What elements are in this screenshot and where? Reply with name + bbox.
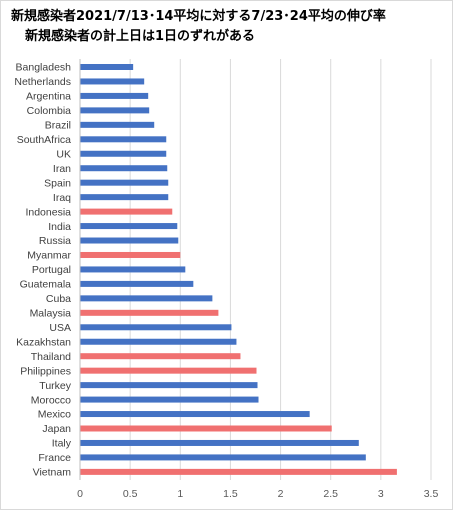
y-category-label: Japan	[42, 423, 71, 435]
y-category-label: Mexico	[38, 409, 71, 421]
x-tick-label: 2.5	[323, 488, 338, 500]
bar-turkey	[80, 382, 258, 389]
chart-subtitle: 新規感染者の計上日は1日のずれがある	[25, 29, 256, 44]
x-tick-label: 0.5	[123, 488, 138, 500]
bar-usa	[80, 324, 232, 331]
x-tick-label: 3	[378, 488, 384, 500]
bar-france	[80, 454, 366, 461]
y-category-label: Guatemala	[20, 279, 72, 291]
y-category-label: Thailand	[31, 351, 71, 363]
bar-morocco	[80, 396, 259, 403]
y-category-label: Netherlands	[14, 76, 71, 88]
bar-philippines	[80, 367, 257, 374]
bar-italy	[80, 439, 359, 446]
y-category-label: Brazil	[45, 120, 71, 132]
y-category-label: Morocco	[31, 394, 71, 406]
bar-brazil	[80, 121, 155, 128]
y-category-label: India	[48, 221, 71, 233]
y-category-label: UK	[56, 148, 71, 160]
bar-kazakhstan	[80, 338, 237, 345]
y-category-label: USA	[49, 322, 71, 334]
y-category-label: Philippines	[20, 365, 71, 377]
y-category-label: Indonesia	[25, 206, 71, 218]
y-category-label: Myanmar	[27, 250, 71, 262]
bar-colombia	[80, 107, 150, 114]
bar-portugal	[80, 266, 186, 273]
chart-title: 新規感染者2021/7/13･14平均に対する7/23･24平均の伸び率	[11, 9, 386, 24]
bar-malaysia	[80, 309, 219, 316]
y-category-label: Malaysia	[30, 308, 72, 320]
bar-cuba	[80, 295, 213, 302]
y-category-label: Bangladesh	[16, 62, 72, 74]
x-tick-label: 3.5	[424, 488, 439, 500]
bar-iraq	[80, 194, 169, 201]
x-tick-label: 0	[77, 488, 83, 500]
bar-indonesia	[80, 208, 173, 215]
y-category-label: Iraq	[53, 192, 71, 204]
bar-guatemala	[80, 280, 194, 287]
bar-india	[80, 223, 178, 230]
y-category-label: Italy	[52, 438, 72, 450]
bar-iran	[80, 165, 168, 172]
y-category-label: Portugal	[32, 264, 71, 276]
y-category-label: Russia	[39, 235, 71, 247]
bar-myanmar	[80, 251, 181, 258]
bar-bangladesh	[80, 64, 134, 70]
y-category-label: Kazakhstan	[16, 336, 71, 348]
y-category-label: France	[38, 452, 71, 464]
bar-vietnam	[80, 468, 397, 475]
y-category-label: Spain	[44, 177, 71, 189]
bar-argentina	[80, 92, 149, 99]
bar-spain	[80, 179, 169, 186]
y-category-label: Cuba	[46, 293, 71, 305]
bar-russia	[80, 237, 179, 244]
bar-netherlands	[80, 78, 145, 85]
bar-southafrica	[80, 136, 167, 143]
bar-thailand	[80, 353, 241, 360]
bar-japan	[80, 425, 332, 432]
y-category-label: Iran	[53, 163, 71, 175]
y-category-label: Vietnam	[33, 467, 72, 479]
y-category-label: Turkey	[39, 380, 71, 392]
bar-uk	[80, 150, 167, 157]
y-category-label: Argentina	[26, 91, 71, 103]
x-tick-label: 1.5	[223, 488, 238, 500]
y-category-label: Colombia	[27, 105, 72, 117]
y-category-label: SouthAfrica	[17, 134, 71, 146]
x-tick-label: 1	[177, 488, 183, 500]
x-tick-label: 2	[278, 488, 284, 500]
bar-mexico	[80, 411, 310, 418]
